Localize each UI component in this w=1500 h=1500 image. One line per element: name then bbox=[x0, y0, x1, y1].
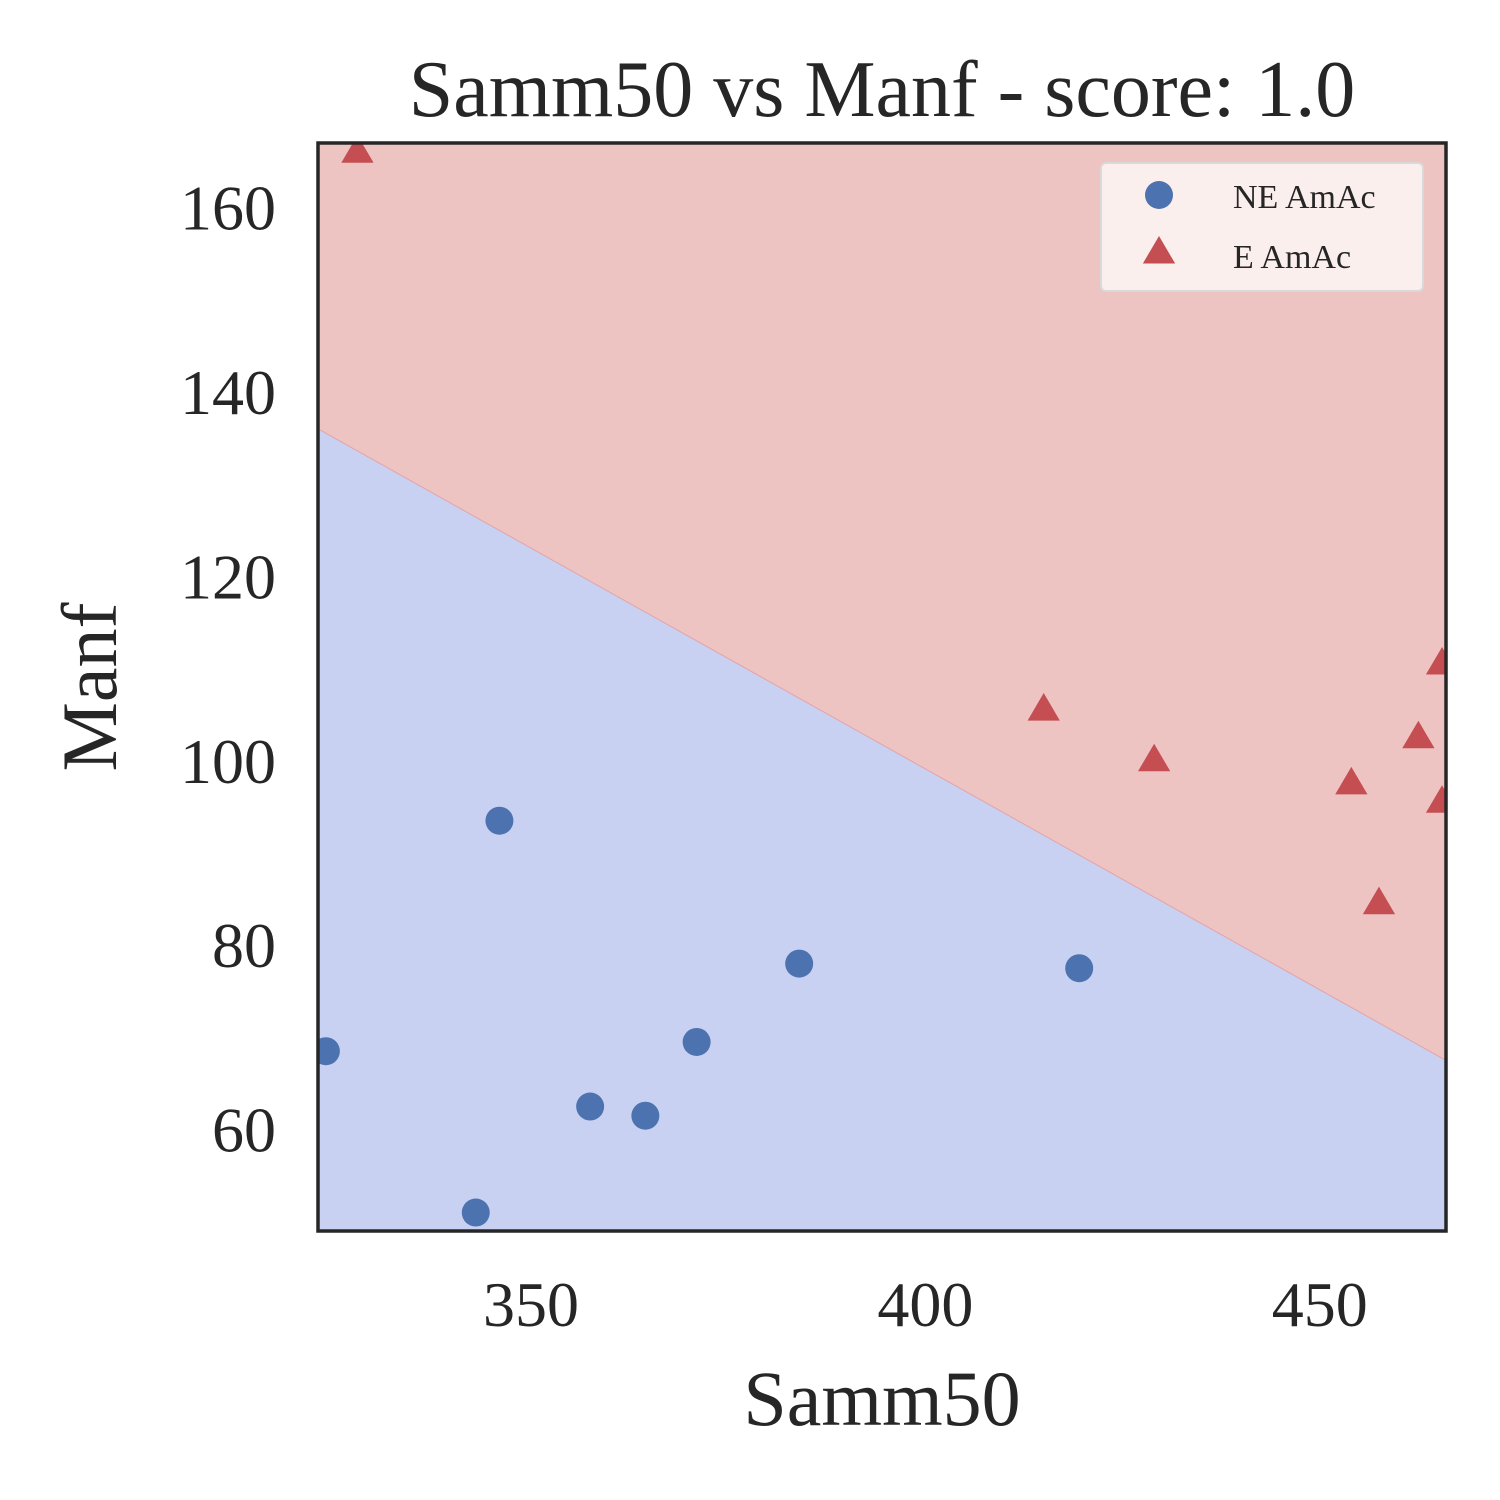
legend-marker-ne-amac bbox=[1145, 181, 1173, 209]
ne-amac-point-5 bbox=[682, 1027, 711, 1056]
ne-amac-point-0 bbox=[318, 1037, 340, 1066]
e-amac-point-7 bbox=[1425, 646, 1446, 675]
y-tick-label-60: 60 bbox=[212, 1095, 276, 1166]
region-e-amac bbox=[318, 143, 1446, 1061]
e-amac-point-6 bbox=[1425, 785, 1446, 813]
y-tick-label-120: 120 bbox=[180, 541, 276, 612]
legend: NE AmAc E AmAc bbox=[1100, 162, 1424, 292]
ne-amac-point-7 bbox=[1065, 954, 1094, 983]
x-axis-label: Samm50 bbox=[743, 1355, 1020, 1442]
y-tick-label-80: 80 bbox=[212, 910, 276, 981]
decision-boundary-line bbox=[318, 428, 1446, 1061]
e-amac-point-4 bbox=[1362, 886, 1396, 915]
plot-frame bbox=[316, 141, 1448, 1233]
ne-amac-point-1 bbox=[461, 1198, 490, 1227]
legend-label-ne-amac: NE AmAc bbox=[1233, 179, 1376, 216]
ne-amac-point-2 bbox=[485, 806, 514, 835]
x-tick-label-450: 450 bbox=[1272, 1269, 1368, 1340]
e-amac-point-3 bbox=[1335, 766, 1368, 795]
ne-amac-point-6 bbox=[785, 949, 814, 978]
region-ne-amac bbox=[318, 428, 1446, 1231]
y-tick-label-160: 160 bbox=[180, 173, 276, 244]
e-amac-point-1 bbox=[1027, 693, 1060, 721]
x-axis-ticks: 350 400 450 bbox=[483, 1269, 1368, 1340]
chart-title: Samm50 vs Manf - score: 1.0 bbox=[409, 46, 1356, 134]
x-tick-label-400: 400 bbox=[877, 1269, 973, 1340]
y-axis-label: Manf bbox=[46, 603, 133, 772]
legend-label-e-amac: E AmAc bbox=[1233, 239, 1351, 276]
e-amac-point-0 bbox=[341, 143, 374, 163]
y-axis-ticks: 60 80 100 120 140 160 bbox=[180, 173, 276, 1166]
y-tick-label-140: 140 bbox=[180, 357, 276, 428]
data-points bbox=[318, 143, 1446, 1227]
legend-box bbox=[1100, 162, 1424, 292]
x-tick-label-350: 350 bbox=[483, 1269, 579, 1340]
plot-area bbox=[318, 143, 1446, 1231]
y-tick-label-100: 100 bbox=[180, 726, 276, 797]
e-amac-point-2 bbox=[1137, 743, 1171, 772]
legend-marker-e-amac bbox=[1142, 236, 1176, 264]
e-amac-point-5 bbox=[1402, 720, 1435, 749]
ne-amac-point-3 bbox=[576, 1092, 605, 1121]
ne-amac-point-4 bbox=[631, 1101, 660, 1130]
